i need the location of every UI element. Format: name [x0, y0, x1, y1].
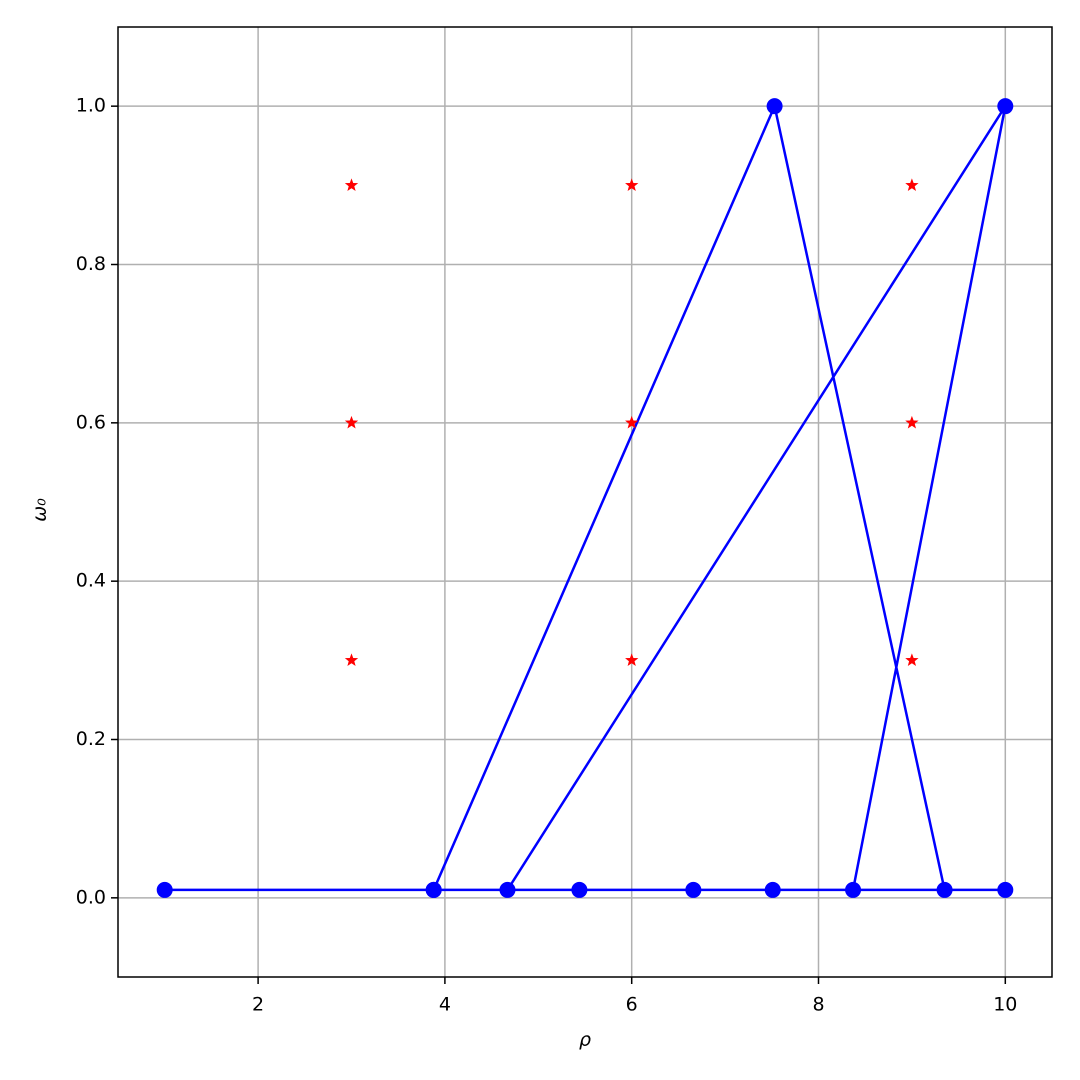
y-tick-label: 1.0: [76, 95, 106, 117]
x-tick-label: 4: [439, 994, 451, 1016]
star-marker: [344, 653, 359, 666]
star-marker: [905, 178, 919, 191]
point-marker: [997, 881, 1014, 898]
plot-frame: [117, 26, 1053, 978]
y-axis-label: ω₀: [29, 498, 51, 522]
star-marker: [625, 653, 639, 666]
y-tick-label: 0.6: [76, 411, 106, 433]
star-marker: [344, 415, 359, 429]
point-marker: [997, 98, 1014, 115]
point-marker: [685, 881, 702, 898]
star-marker: [905, 415, 919, 429]
x-tick-label: 2: [252, 994, 264, 1016]
y-tick-label: 0.4: [76, 570, 106, 592]
point-marker: [845, 881, 862, 898]
x-tick-label: 6: [626, 994, 638, 1016]
star-marker: [905, 653, 919, 666]
point-marker: [936, 881, 953, 898]
y-tick-label: 0.0: [76, 886, 106, 908]
y-tick-label: 0.8: [76, 253, 106, 275]
x-axis-label: ρ: [579, 1029, 591, 1051]
point-marker: [571, 881, 588, 898]
star-marker: [625, 178, 639, 191]
point-marker: [764, 881, 781, 898]
x-tick-label: 8: [812, 994, 824, 1016]
star-marker: [625, 415, 639, 429]
point-marker: [425, 881, 442, 898]
point-marker: [499, 881, 516, 898]
point-marker: [766, 98, 783, 115]
series-line: [164, 102, 1007, 892]
x-tick-label: 10: [993, 994, 1017, 1016]
star-marker: [344, 178, 359, 191]
point-marker: [156, 881, 173, 898]
y-tick-label: 0.2: [76, 728, 106, 750]
